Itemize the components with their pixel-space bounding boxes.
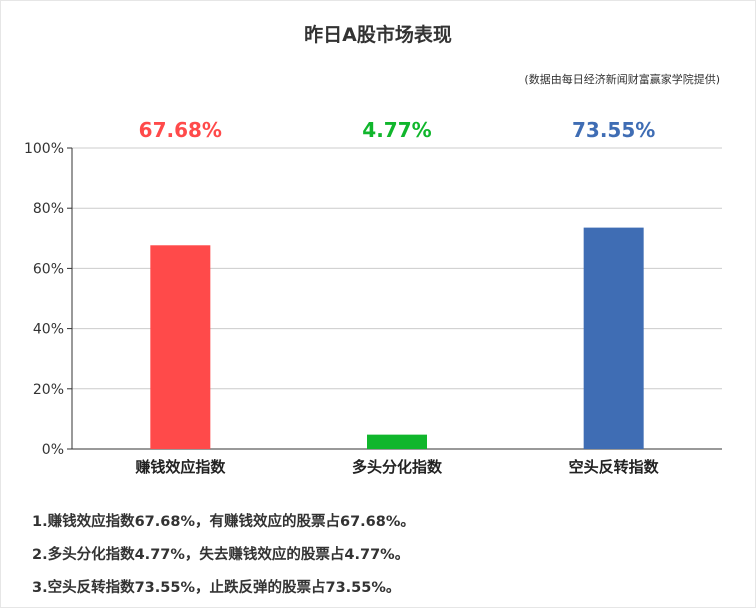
- bar-value-label: 4.77%: [362, 118, 431, 142]
- y-tick-label: 0%: [42, 442, 64, 458]
- y-tick-label: 100%: [24, 141, 64, 157]
- data-source-note: (数据由每日经济新闻财富赢家学院提供): [524, 73, 720, 86]
- notes-list: 1.赚钱效应指数67.68%，有赚钱效应的股票占67.68%。 2.多头分化指数…: [32, 510, 415, 609]
- note-3: 3.空头反转指数73.55%，止跌反弹的股票占73.55%。: [32, 580, 401, 596]
- x-category-label: 多头分化指数: [352, 458, 443, 476]
- bar-chart: 0% 20% 40% 60% 80% 100% 67.68% 赚钱效应指数 4.77% 多头分化指…: [24, 118, 722, 476]
- bar-value-label: 67.68%: [139, 118, 222, 142]
- note-2: 2.多头分化指数4.77%，失去赚钱效应的股票占4.77%。: [32, 547, 410, 563]
- y-tick-label: 20%: [33, 382, 64, 398]
- x-category-label: 空头反转指数: [569, 458, 660, 476]
- x-category-label: 赚钱效应指数: [134, 458, 226, 476]
- bar-value-label: 73.55%: [572, 118, 655, 142]
- y-tick-label: 40%: [33, 322, 64, 338]
- y-tick-label: 60%: [33, 261, 64, 277]
- bar: [150, 245, 211, 449]
- y-tick-label: 80%: [33, 201, 64, 217]
- bar: [583, 227, 644, 449]
- bar: [367, 434, 427, 449]
- chart-title: 昨日A股市场表现: [304, 24, 452, 46]
- note-1: 1.赚钱效应指数67.68%，有赚钱效应的股票占67.68%。: [32, 514, 415, 530]
